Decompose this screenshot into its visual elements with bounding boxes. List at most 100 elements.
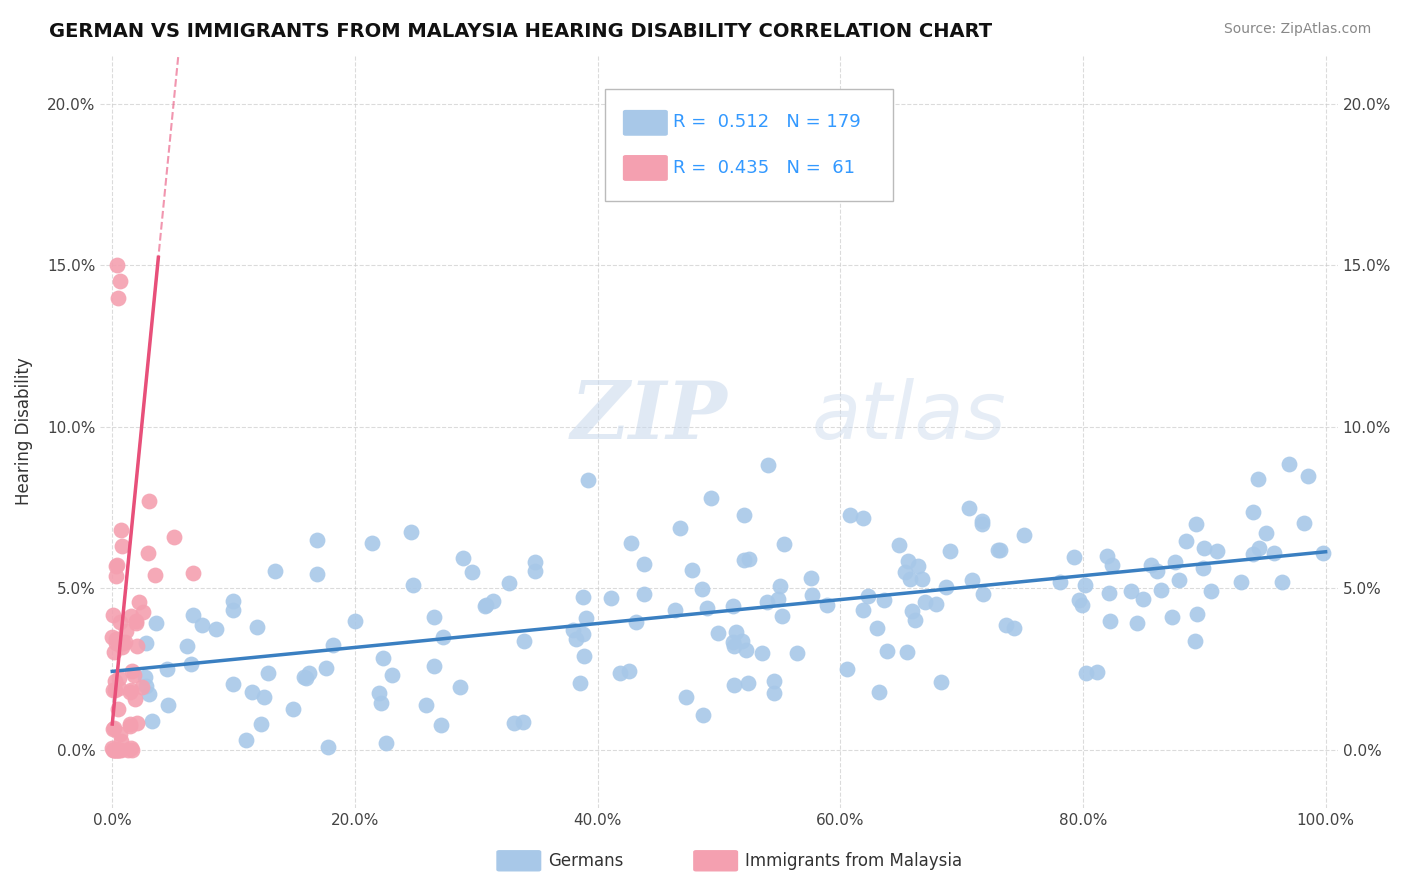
Point xyxy=(770,609,793,624)
Point xyxy=(815,598,838,612)
Point xyxy=(1071,598,1094,612)
Text: Germans: Germans xyxy=(548,852,624,870)
Point xyxy=(1049,574,1071,589)
Point xyxy=(107,743,129,757)
Point xyxy=(675,690,697,704)
Point xyxy=(911,572,934,586)
Point xyxy=(103,645,125,659)
Point xyxy=(868,685,890,699)
Point xyxy=(415,698,437,713)
Point xyxy=(105,258,128,272)
Text: ZIP: ZIP xyxy=(571,378,727,455)
Text: GERMAN VS IMMIGRANTS FROM MALAYSIA HEARING DISABILITY CORRELATION CHART: GERMAN VS IMMIGRANTS FROM MALAYSIA HEARI… xyxy=(49,22,993,41)
Point xyxy=(929,675,952,690)
Point xyxy=(292,670,315,684)
Point xyxy=(343,614,366,628)
Point xyxy=(235,732,257,747)
Point xyxy=(143,568,166,582)
Point xyxy=(633,587,655,601)
Point xyxy=(1292,516,1315,530)
Point xyxy=(723,635,745,649)
Point xyxy=(461,565,484,579)
Point xyxy=(120,741,142,756)
Point xyxy=(972,516,994,531)
Point xyxy=(103,743,125,757)
Point xyxy=(120,608,142,623)
Point xyxy=(865,621,887,635)
Point xyxy=(572,627,595,641)
Point xyxy=(894,565,917,579)
Point xyxy=(619,665,641,679)
Point xyxy=(375,736,398,750)
Point xyxy=(136,546,159,560)
Point xyxy=(451,551,474,566)
Point xyxy=(156,698,179,712)
Point xyxy=(163,530,186,544)
Point xyxy=(1132,591,1154,606)
Text: R =  0.435   N =  61: R = 0.435 N = 61 xyxy=(673,159,855,177)
Point xyxy=(523,564,546,578)
Point xyxy=(887,538,910,552)
Point xyxy=(733,508,755,523)
Point xyxy=(104,632,127,647)
Point xyxy=(707,626,730,640)
Point xyxy=(107,702,129,716)
Point xyxy=(664,603,686,617)
Point xyxy=(1085,665,1108,679)
Point xyxy=(104,682,127,697)
Point xyxy=(1119,583,1142,598)
Point xyxy=(624,615,647,629)
Point xyxy=(132,605,155,619)
Point xyxy=(1263,546,1285,560)
Point xyxy=(423,658,446,673)
Point xyxy=(422,610,444,624)
Point xyxy=(181,607,204,622)
Point xyxy=(361,536,384,550)
Point xyxy=(723,639,745,653)
Point xyxy=(1192,560,1215,574)
Point xyxy=(914,595,936,609)
Point xyxy=(995,617,1018,632)
Point xyxy=(852,511,875,525)
Point xyxy=(1278,457,1301,471)
Point xyxy=(107,681,129,695)
Point xyxy=(104,743,127,757)
Point xyxy=(104,673,127,688)
Point xyxy=(190,617,212,632)
Point xyxy=(1230,574,1253,589)
Point xyxy=(1192,541,1215,555)
Point xyxy=(432,631,454,645)
Point xyxy=(475,599,498,613)
Point xyxy=(756,458,779,473)
Point xyxy=(692,708,714,723)
Point xyxy=(1185,607,1208,622)
Point xyxy=(180,657,202,672)
Point xyxy=(700,491,723,505)
Point xyxy=(1140,558,1163,572)
Point xyxy=(1241,505,1264,519)
Point xyxy=(1175,534,1198,549)
Point xyxy=(256,666,278,681)
Point xyxy=(138,688,160,702)
Point xyxy=(118,685,141,699)
Point xyxy=(957,500,980,515)
Point xyxy=(474,599,496,613)
Point xyxy=(135,636,157,650)
Point xyxy=(110,743,132,757)
Point xyxy=(246,620,269,634)
Point xyxy=(120,683,142,698)
Point xyxy=(1126,616,1149,631)
Point xyxy=(972,587,994,601)
Point xyxy=(721,599,744,613)
Point xyxy=(852,603,875,617)
Text: R =  0.512   N = 179: R = 0.512 N = 179 xyxy=(673,113,862,131)
Point xyxy=(972,514,994,528)
Point xyxy=(449,680,471,694)
Point xyxy=(240,684,263,698)
Point xyxy=(101,607,124,622)
Point xyxy=(105,635,128,649)
Point xyxy=(737,552,759,566)
Point xyxy=(571,590,593,604)
Point xyxy=(731,634,754,648)
Point xyxy=(1241,547,1264,561)
